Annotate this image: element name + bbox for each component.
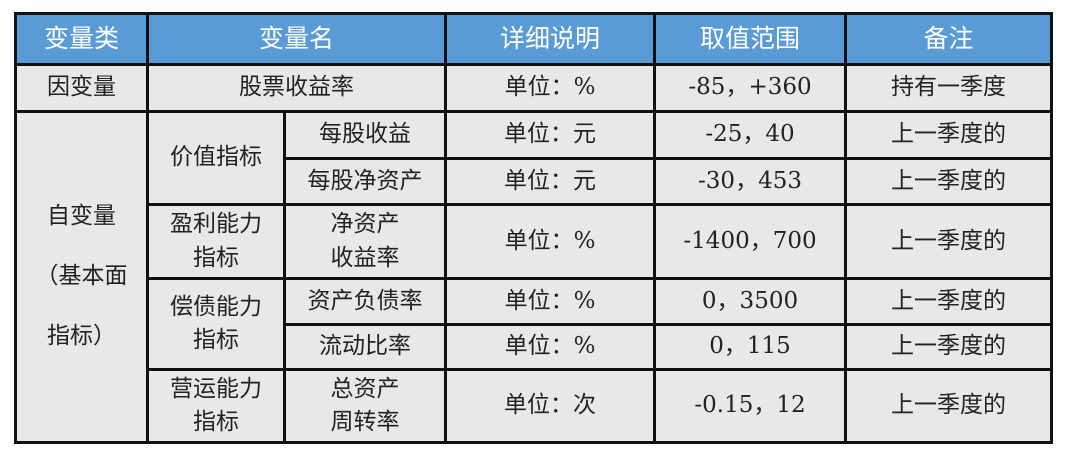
category-line: 指标） <box>47 322 116 349</box>
variables-table: 变量类 变量名 详细说明 取值范围 备注 因变量 股票收益率 单位：% -85，… <box>14 12 1054 444</box>
desc-cell: 单位：元 <box>444 110 657 160</box>
desc-cell: 单位：元 <box>444 157 657 206</box>
group-line: 指标 <box>193 409 239 435</box>
range-cell: -85，+360 <box>653 63 848 113</box>
group-line: 指标 <box>193 244 239 271</box>
note-cell: 上一季度的 <box>844 110 1054 160</box>
table-row: 偿债能力 指标 资产负债率 单位：% 0，3500 上一季度的 <box>16 277 1054 371</box>
desc-cell: 单位：% <box>444 63 657 113</box>
desc-cell: 单位：次 <box>444 368 657 444</box>
group-line: 营运能力 <box>170 375 262 402</box>
table-row: 流动比率 单位：% 0，115 上一季度的 <box>16 323 1054 371</box>
name-line: 收益率 <box>330 244 400 271</box>
range-cell: 0，3500 <box>653 277 848 326</box>
header-range: 取值范围 <box>653 12 848 66</box>
table-row: 自变量 （基本面 指标） 价值指标 每股收益 单位：元 -25，40 上一季度的 <box>14 110 1054 444</box>
group-line: 偿债能力 <box>170 293 262 320</box>
name-cell: 每股收益 <box>282 110 448 160</box>
header-desc: 详细说明 <box>444 12 657 66</box>
header-note: 备注 <box>844 12 1054 66</box>
desc-cell: 单位：% <box>444 203 657 280</box>
group-cell: 偿债能力 指标 <box>146 277 286 371</box>
name-line: 总资产 <box>330 375 400 402</box>
group-cell: 盈利能力 指标 <box>146 203 286 280</box>
desc-cell: 单位：% <box>444 323 657 371</box>
range-cell: -0.15，12 <box>653 368 848 444</box>
header-row: 变量类 变量名 详细说明 取值范围 备注 <box>14 12 1054 66</box>
name-cell: 资产负债率 <box>282 277 448 326</box>
note-cell: 上一季度的 <box>844 203 1054 280</box>
category-cell: 因变量 <box>14 63 149 113</box>
header-name: 变量名 <box>145 12 448 66</box>
name-line: 净资产 <box>330 211 400 238</box>
note-cell: 上一季度的 <box>844 277 1054 326</box>
note-cell: 持有一季度 <box>844 63 1054 113</box>
table-row: 盈利能力 指标 净资产 收益率 单位：% -1400，700 上一季度的 <box>16 203 1054 280</box>
range-cell: -30，453 <box>653 157 848 206</box>
range-cell: -25，40 <box>653 110 848 160</box>
desc-cell: 单位：% <box>444 277 657 326</box>
note-cell: 上一季度的 <box>844 368 1054 444</box>
category-line: 自变量 <box>47 203 116 230</box>
group-line: 盈利能力 <box>170 211 262 238</box>
range-cell: 0，115 <box>653 323 848 371</box>
name-cell: 净资产 收益率 <box>282 203 448 280</box>
note-cell: 上一季度的 <box>844 157 1054 206</box>
name-cell: 总资产 周转率 <box>282 368 448 444</box>
category-line: （基本面 <box>35 263 128 290</box>
table-row: 营运能力 指标 总资产 周转率 单位：次 -0.15，12 上一季度的 <box>16 368 1054 444</box>
header-category: 变量类 <box>14 12 149 66</box>
group-line: 指标 <box>193 327 239 353</box>
table-row: 每股净资产 单位：元 -30，453 上一季度的 <box>16 157 1054 206</box>
name-line: 周转率 <box>330 409 400 435</box>
name-cell: 股票收益率 <box>145 63 448 113</box>
name-cell: 流动比率 <box>282 323 448 371</box>
group-cell: 营运能力 指标 <box>146 368 286 444</box>
category-cell: 自变量 （基本面 指标） <box>14 110 149 444</box>
group-cell: 价值指标 <box>146 110 286 206</box>
range-cell: -1400，700 <box>653 203 848 280</box>
note-cell: 上一季度的 <box>844 323 1054 371</box>
name-cell: 每股净资产 <box>282 157 448 206</box>
table-row: 因变量 股票收益率 单位：% -85，+360 持有一季度 <box>14 63 1054 113</box>
